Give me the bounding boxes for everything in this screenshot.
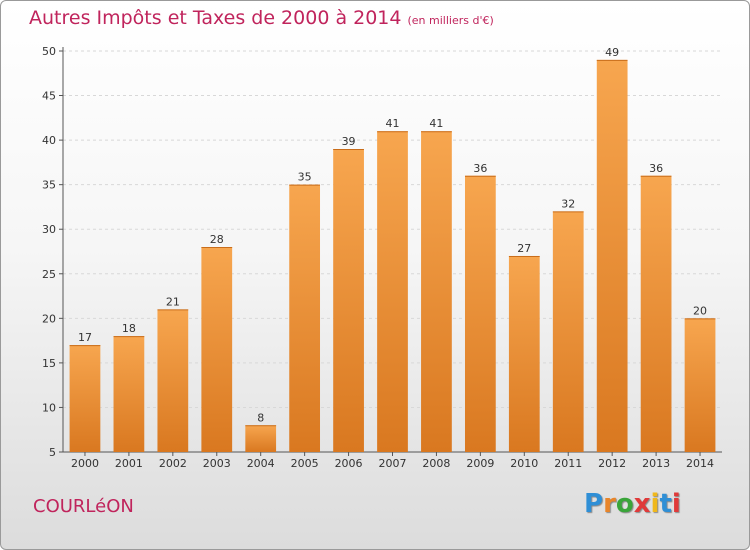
bar-2002 (157, 309, 189, 452)
x-tick-label: 2013 (642, 457, 670, 470)
logo-letter: r (603, 489, 616, 519)
bar-2003 (201, 247, 233, 452)
y-tick-label: 30 (42, 223, 56, 236)
x-tick-label: 2008 (422, 457, 450, 470)
bar-value-label: 49 (605, 46, 619, 59)
bar-2009 (464, 175, 496, 452)
bar-value-label: 17 (78, 331, 92, 344)
bar-2011 (552, 211, 584, 452)
bar-2004 (245, 425, 277, 452)
bar-value-label: 39 (342, 135, 356, 148)
x-tick-label: 2007 (379, 457, 407, 470)
x-tick-label: 2001 (115, 457, 143, 470)
x-tick-label: 2000 (71, 457, 99, 470)
bar-value-label: 36 (473, 162, 487, 175)
bar-value-label: 20 (693, 304, 707, 317)
bar-2005 (289, 184, 321, 452)
chart-unit: (en milliers d'€) (407, 14, 494, 27)
y-tick-label: 45 (42, 90, 56, 103)
chart-title: Autres Impôts et Taxes de 2000 à 2014 (en… (29, 7, 494, 29)
x-tick-label: 2009 (466, 457, 494, 470)
bar-value-label: 35 (298, 171, 312, 184)
bar-2000 (69, 345, 101, 452)
y-tick-label: 25 (42, 268, 56, 281)
x-tick-label: 2010 (510, 457, 538, 470)
bar-value-label: 21 (166, 295, 180, 308)
x-tick-label: 2004 (247, 457, 275, 470)
bars: 17 18 21 28 8 35 39 41 41 36 27 32 49 36 20 (69, 46, 716, 453)
bar-2006 (333, 149, 364, 452)
y-tick-label: 40 (42, 134, 56, 147)
chart-title-text: Autres Impôts et Taxes de 2000 à 2014 (29, 7, 402, 29)
bar-value-label: 41 (429, 117, 443, 130)
proxiti-logo: Proxiti (584, 489, 681, 519)
x-tick-label: 2014 (686, 457, 714, 470)
x-tick-label: 2011 (554, 457, 582, 470)
logo-letter: i (671, 489, 681, 519)
bar-2001 (113, 336, 145, 452)
x-tick-label: 2005 (291, 457, 319, 470)
bar-value-label: 32 (561, 197, 575, 210)
bar-2010 (508, 255, 540, 452)
x-tick-label: 2006 (335, 457, 363, 470)
bar-value-label: 36 (649, 162, 663, 175)
bar-value-label: 41 (386, 117, 400, 130)
x-tick-label: 2002 (159, 457, 187, 470)
x-tick-label: 2012 (598, 457, 626, 470)
logo-letter: t (659, 489, 672, 519)
y-tick-label: 35 (42, 179, 56, 192)
y-tick-label: 10 (42, 401, 56, 414)
bar-2012 (596, 59, 628, 453)
place-name: COURLéON (33, 496, 134, 517)
logo-letter: o (615, 489, 634, 519)
y-tick-label: 50 (42, 45, 56, 58)
x-tick-label: 2003 (203, 457, 231, 470)
bar-2008 (421, 131, 452, 452)
bar-value-label: 8 (257, 411, 264, 424)
y-tick-label: 20 (42, 312, 56, 325)
bar-value-label: 18 (122, 322, 136, 335)
logo-letter: P (584, 489, 604, 519)
bar-2007 (377, 131, 408, 452)
logo-letter: i (650, 489, 660, 519)
y-tick-label: 15 (42, 357, 56, 370)
y-tick-label: 5 (49, 446, 56, 459)
logo-letter: x (633, 489, 651, 519)
bar-2013 (640, 175, 672, 452)
bar-2014 (684, 318, 716, 452)
bar-value-label: 28 (210, 233, 224, 246)
bar-value-label: 27 (517, 242, 531, 255)
